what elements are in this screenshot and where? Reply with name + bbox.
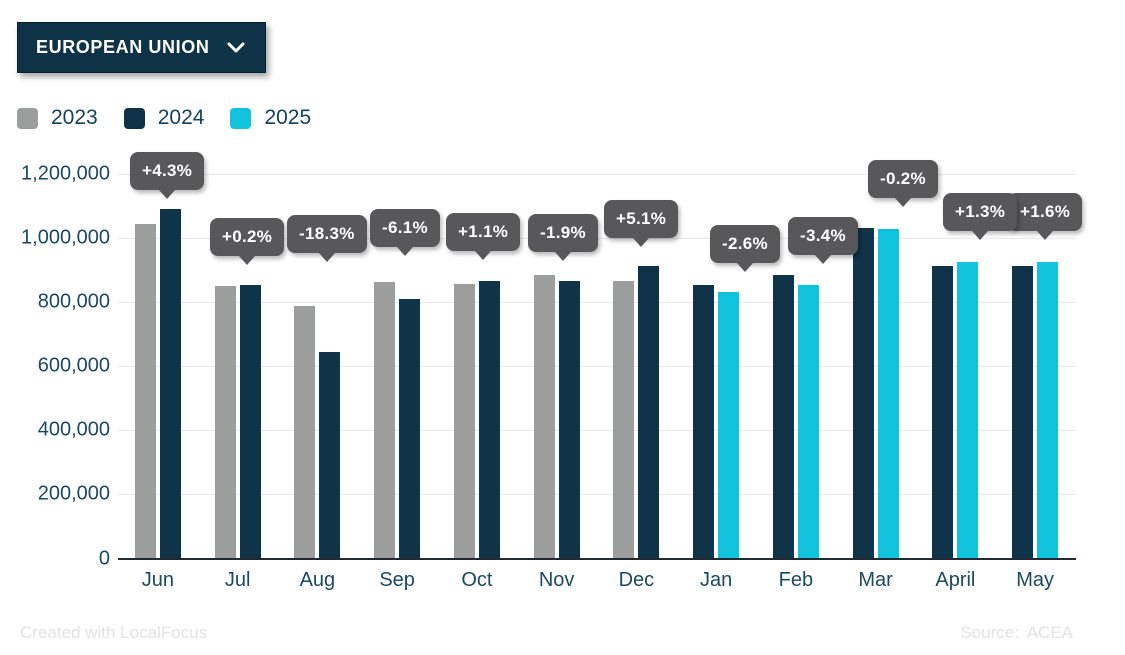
bar-sep-2023[interactable] [374, 282, 396, 558]
x-axis-label-sep: Sep [379, 569, 415, 591]
bar-dec-2024[interactable] [638, 266, 660, 558]
x-axis-label-dec: Dec [618, 569, 655, 591]
bar-group-jul [198, 174, 278, 558]
change-annotation-oct: +1.1% [446, 213, 521, 260]
bar-jul-2023[interactable] [214, 286, 236, 558]
change-annotation-jun: +4.3% [130, 152, 205, 199]
legend-swatch-2023 [17, 107, 38, 129]
bar-group-may [995, 174, 1075, 558]
x-axis-label-jan: Jan [700, 569, 733, 591]
legend-label-2025: 2025 [264, 106, 312, 129]
bar-group-aug [278, 174, 358, 558]
legend-item-2024: 2024 [123, 106, 205, 130]
bar-oct-2023[interactable] [453, 284, 475, 558]
x-axis-labels: Jun Jul Aug Sep Oct Nov Dec Jan Feb Mar April May [118, 569, 1075, 592]
change-annotation-jan: -2.6% [710, 225, 780, 272]
bar-group-sep [357, 174, 437, 558]
change-annotation-april: +1.3% [943, 193, 1018, 240]
gridline [118, 494, 1076, 495]
y-axis-tick-label: 400,000 [37, 418, 110, 441]
bar-group-april [916, 174, 996, 558]
x-axis-label-jul: Jul [224, 569, 251, 591]
x-axis-label-feb: Feb [778, 569, 814, 591]
x-axis-label-jun: Jun [141, 569, 174, 591]
bar-group-dec [597, 174, 677, 558]
bar-april-2025[interactable] [957, 261, 979, 558]
gridline [118, 302, 1076, 303]
y-axis-tick-label: 1,200,000 [21, 162, 110, 185]
bar-nov-2023[interactable] [533, 275, 555, 558]
gridline [118, 430, 1076, 431]
bar-may-2025[interactable] [1037, 261, 1059, 558]
bar-oct-2024[interactable] [478, 280, 500, 558]
bar-group-mar [836, 174, 916, 558]
x-axis-label-nov: Nov [538, 569, 575, 591]
source-text: Source: ACEA [960, 623, 1073, 642]
bar-group-jan [676, 174, 756, 558]
bar-mar-2025[interactable] [877, 229, 899, 558]
change-annotation-mar: -0.2% [868, 160, 938, 207]
legend-item-2025: 2025 [230, 106, 311, 130]
bar-sep-2024[interactable] [399, 299, 421, 558]
x-axis-label-may: May [1016, 569, 1055, 591]
chevron-down-icon [227, 42, 245, 53]
bar-jan-2025[interactable] [718, 292, 740, 558]
credit-text: Created with LocalFocus [20, 623, 208, 642]
bar-aug-2023[interactable] [294, 305, 316, 558]
x-axis-label-aug: Aug [299, 569, 336, 591]
bar-april-2024[interactable] [932, 265, 954, 558]
bar-nov-2024[interactable] [558, 280, 580, 558]
x-axis-line [118, 558, 1076, 560]
change-annotation-feb: -3.4% [788, 217, 858, 264]
bar-jun-2024[interactable] [159, 209, 181, 558]
bar-mar-2024[interactable] [852, 228, 874, 558]
bar-group-oct [437, 174, 517, 558]
region-dropdown-label: EUROPEAN UNION [36, 37, 210, 57]
bar-group-jun [118, 174, 198, 558]
gridline [118, 366, 1076, 367]
change-annotation-dec: +5.1% [604, 200, 679, 247]
legend-swatch-2024 [123, 107, 145, 129]
change-annotation-sep: -6.1% [370, 209, 440, 256]
bar-jun-2023[interactable] [134, 223, 156, 558]
bar-feb-2025[interactable] [797, 284, 819, 558]
gridline [118, 174, 1076, 175]
legend-label-2023: 2023 [51, 106, 98, 129]
x-axis-label-mar: Mar [858, 569, 893, 591]
x-axis-label-oct: Oct [461, 569, 493, 591]
plot-area [118, 174, 1075, 558]
bar-jan-2024[interactable] [693, 285, 715, 558]
legend-item-2023: 2023 [17, 106, 98, 130]
bar-group-nov [517, 174, 597, 558]
region-dropdown[interactable]: EUROPEAN UNION [17, 22, 267, 73]
bar-aug-2024[interactable] [319, 351, 341, 558]
y-axis-tick-label: 200,000 [37, 482, 110, 505]
change-annotation-may: +1.6% [1008, 193, 1083, 240]
y-axis-tick-label: 800,000 [37, 290, 110, 313]
legend: 2023 2024 2025 [17, 106, 311, 130]
x-axis-label-april: April [935, 569, 976, 591]
bar-jul-2024[interactable] [239, 285, 261, 558]
change-annotation-nov: -1.9% [528, 214, 598, 261]
change-annotation-aug: -18.3% [287, 215, 367, 262]
bar-dec-2023[interactable] [613, 280, 635, 558]
y-axis-tick-label: 1,000,000 [21, 226, 110, 249]
y-axis-tick-label: 0 [98, 547, 110, 570]
bar-feb-2024[interactable] [772, 275, 794, 558]
y-axis-tick-label: 600,000 [37, 354, 110, 377]
legend-swatch-2025 [230, 107, 252, 129]
bar-group-feb [756, 174, 836, 558]
bar-may-2024[interactable] [1012, 266, 1034, 558]
change-annotation-jul: +0.2% [210, 218, 285, 265]
legend-label-2024: 2024 [157, 106, 205, 129]
